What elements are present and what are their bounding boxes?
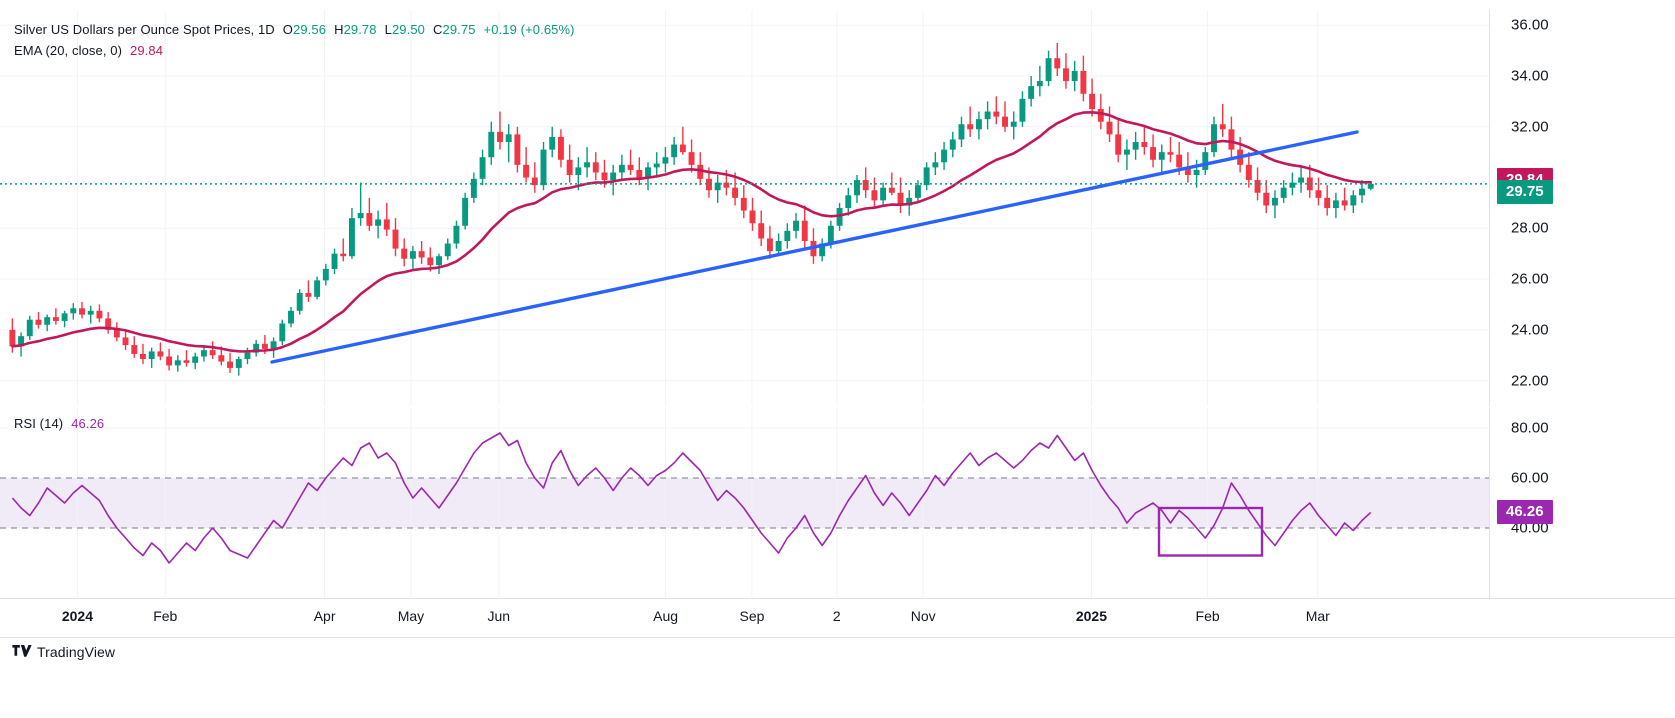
ema-value: 29.84 (130, 43, 164, 58)
price-tick-34-00: 34.00 (1511, 67, 1549, 85)
time-tick-jun: Jun (487, 608, 511, 624)
tradingview-wordmark: TradingView (37, 644, 116, 660)
tradingview-logo[interactable]: TradingView (12, 644, 115, 660)
price-plot (0, 10, 1489, 406)
price-axis[interactable]: 36.0034.0032.0028.0026.0024.0022.0029.84… (1489, 10, 1675, 406)
price-tick-26-00: 26.00 (1511, 270, 1549, 288)
close-label: C (433, 22, 443, 37)
price-tick-24-00: 24.00 (1511, 321, 1549, 339)
time-tick-aug: Aug (653, 608, 679, 624)
rsi-pane[interactable] (0, 408, 1489, 598)
rsi-tick-80-00: 80.00 (1511, 419, 1549, 437)
symbol-title[interactable]: Silver US Dollars per Ounce Spot Prices,… (14, 22, 275, 37)
ema-legend[interactable]: EMA (20, close, 0) 29.84 (14, 41, 163, 61)
tradingview-mark-icon (12, 644, 32, 657)
change-value: +0.19 (+0.65%) (483, 22, 575, 37)
time-tick-apr: Apr (313, 608, 336, 624)
time-tick-may: May (397, 608, 425, 624)
time-tick-2024: 2024 (61, 608, 93, 624)
price-tick-32-00: 32.00 (1511, 118, 1549, 136)
low-value: 29.50 (391, 22, 425, 37)
open-value: 29.56 (293, 22, 327, 37)
time-tick-feb: Feb (153, 608, 178, 624)
time-tick-2025: 2025 (1075, 608, 1107, 624)
last-price-badge: 29.75 (1497, 179, 1553, 204)
price-chart-pane[interactable] (0, 10, 1489, 406)
rsi-legend[interactable]: RSI (14) 46.26 (14, 414, 104, 434)
footer: TradingView (0, 638, 1675, 718)
high-label: H (334, 22, 344, 37)
time-tick-2: 2 (832, 608, 841, 624)
price-tick-36-00: 36.00 (1511, 16, 1549, 34)
time-axis[interactable]: 2024 Feb Apr May Jun Aug Sep 2 Nov 2025 Feb Mar (0, 598, 1675, 638)
time-tick-nov: Nov (910, 608, 936, 624)
rsi-value-badge: 46.26 (1497, 500, 1553, 525)
open-label: O (282, 22, 294, 37)
time-tick-sep: Sep (739, 608, 765, 624)
price-legend: Silver US Dollars per Ounce Spot Prices,… (14, 20, 575, 40)
close-value: 29.75 (442, 22, 476, 37)
ema-label: EMA (20, close, 0) (14, 43, 123, 58)
time-tick-mar: Mar (1305, 608, 1330, 624)
time-tick-feb: Feb (1195, 608, 1220, 624)
rsi-label: RSI (14) (14, 416, 64, 431)
rsi-axis[interactable]: 80.00 60.00 40.00 46.26 (1489, 408, 1675, 598)
high-value: 29.78 (343, 22, 377, 37)
price-tick-22-00: 22.00 (1511, 372, 1549, 390)
low-label: L (384, 22, 392, 37)
rsi-value: 46.26 (71, 416, 105, 431)
price-tick-28-00: 28.00 (1511, 219, 1549, 237)
rsi-plot (0, 408, 1489, 598)
rsi-tick-60-00: 60.00 (1511, 469, 1549, 487)
